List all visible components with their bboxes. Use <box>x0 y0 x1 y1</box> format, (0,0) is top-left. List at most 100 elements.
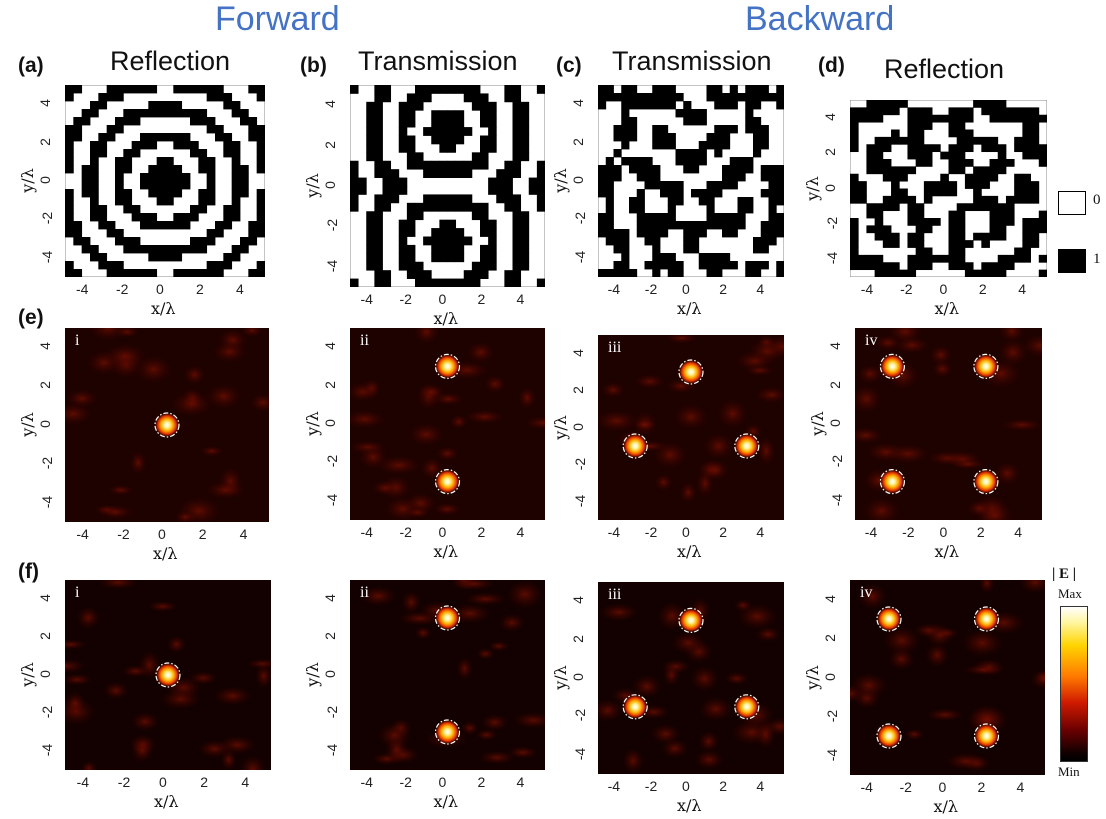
y-axis-label: y/λ <box>550 414 570 440</box>
speckle <box>65 402 92 425</box>
y-tick-label: 0 <box>569 673 586 681</box>
speckle <box>961 628 1004 658</box>
y-tick-label: -2 <box>824 216 841 230</box>
pixel-one <box>240 245 249 254</box>
pixel-one <box>256 165 265 174</box>
pixel-one <box>722 93 731 102</box>
pixel-one <box>512 278 522 287</box>
speckle <box>480 713 509 732</box>
x-axis-label: x/λ <box>933 797 959 816</box>
pixel-one <box>605 205 614 214</box>
pixel-one <box>398 118 408 128</box>
pixel-one <box>675 269 684 277</box>
pixel-one <box>753 133 762 142</box>
x-tick-label: -2 <box>399 774 412 790</box>
pixel-one <box>148 173 158 182</box>
x-tick-label: 4 <box>239 526 248 542</box>
pixel-one <box>636 165 645 174</box>
pixel-one <box>964 203 974 212</box>
pixel-one <box>899 188 908 197</box>
pixel-one <box>156 173 166 182</box>
x-tick-label: -2 <box>900 281 913 297</box>
pixel-one <box>866 107 876 116</box>
pixel-one <box>1022 225 1031 234</box>
pixel-one <box>948 262 958 271</box>
pixel-one <box>366 219 375 229</box>
x-tick-label: 0 <box>158 526 166 542</box>
pixel-one <box>760 229 769 238</box>
x-tick-label: -4 <box>76 526 89 542</box>
pixel-one <box>520 244 530 254</box>
pixel-one <box>629 93 638 102</box>
pixel-one <box>629 133 638 142</box>
pixel-one <box>73 133 83 142</box>
pixel-one <box>956 107 966 116</box>
pixel-one <box>350 160 359 170</box>
pixel-one <box>248 237 258 246</box>
x-tick-label: 4 <box>1016 779 1025 795</box>
pixel-one <box>123 237 133 246</box>
pixel-one <box>165 157 174 166</box>
pixel-one <box>148 269 158 277</box>
pixel-one <box>536 202 545 212</box>
pixel-one <box>90 141 99 150</box>
pixel-one <box>240 117 249 126</box>
pixel-one <box>698 253 707 262</box>
pixel-one <box>621 101 630 110</box>
pixel-one <box>512 93 522 103</box>
pixel-one <box>520 211 530 221</box>
focus-marker-circle <box>973 723 1000 749</box>
y-tick-label: 0 <box>569 176 586 184</box>
pixel-one <box>115 181 124 190</box>
pixel-one <box>536 186 545 195</box>
pixel-one <box>760 93 769 102</box>
pixel-one <box>223 261 233 270</box>
pixel-one <box>480 118 489 128</box>
pixel-one <box>447 236 457 246</box>
pixel-one <box>1030 107 1040 116</box>
pixel-one <box>248 85 258 94</box>
pixel-one <box>231 189 241 198</box>
pixel-one <box>480 228 489 237</box>
pixel-one <box>181 245 191 254</box>
pixel-one <box>613 93 622 102</box>
pixel-one <box>989 262 999 271</box>
pixel-one <box>123 117 133 126</box>
pixel-one <box>598 165 607 174</box>
x-tick-label: 4 <box>516 291 525 307</box>
x-tick-label: -2 <box>117 774 131 790</box>
speckle <box>371 480 399 496</box>
pixel-one <box>652 133 661 142</box>
pixel-one <box>644 221 653 230</box>
speckle <box>350 409 386 429</box>
pixel-one <box>382 160 392 170</box>
pixel-one <box>431 278 440 287</box>
pixel-one <box>455 127 465 136</box>
pixel-one <box>964 144 974 153</box>
y-tick-label: 0 <box>321 419 338 427</box>
x-tick-label: 2 <box>977 779 986 795</box>
speckle <box>65 658 87 674</box>
x-tick-label: -4 <box>607 281 621 297</box>
pixel-one <box>981 203 990 212</box>
pixel-one <box>382 186 392 195</box>
pixel-one <box>1014 114 1023 123</box>
pixel-one <box>874 151 884 160</box>
y-tick-label: 2 <box>821 148 838 156</box>
speckle <box>170 391 213 417</box>
pixel-one <box>1038 159 1047 167</box>
pixel-one <box>989 210 999 219</box>
pixel-one <box>190 269 199 277</box>
pixel-one <box>455 194 465 204</box>
pixel-one <box>621 253 630 262</box>
pixel-one <box>714 101 723 110</box>
x-tick-label: -2 <box>399 524 412 540</box>
pixel-one <box>1022 173 1031 182</box>
pixel-one <box>652 237 661 246</box>
speckle <box>435 446 459 461</box>
pixel-one <box>256 205 265 214</box>
pixel-one <box>981 173 990 182</box>
pixel-one <box>447 202 457 212</box>
pixel-one <box>882 195 892 204</box>
focal-spot <box>879 468 906 495</box>
